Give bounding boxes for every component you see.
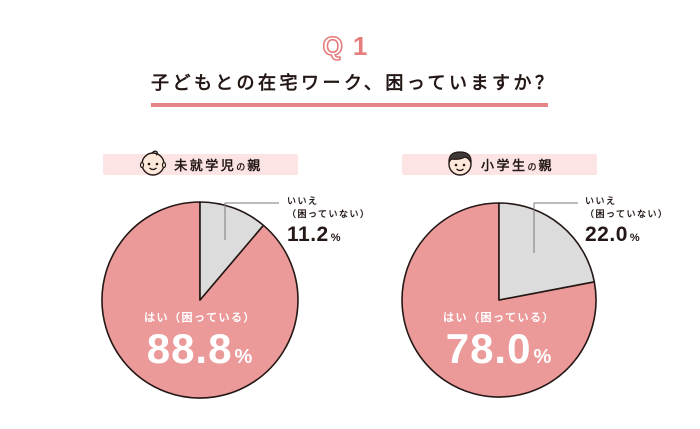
- no-label: いいえ: [287, 197, 319, 207]
- group-label-preschool: 未就学児の親: [103, 150, 298, 176]
- question-number: Q1: [0, 30, 700, 63]
- callout-no-preschool: いいえ （困っていない） 11.2%: [287, 196, 371, 251]
- no-sublabel: （困っていない）: [585, 210, 669, 220]
- group-label-text: 小学生の親: [480, 159, 555, 174]
- child-face-icon: [448, 150, 472, 176]
- yes-label-preschool: はい（困っている） 88.8%: [130, 310, 270, 380]
- question-digit: 1: [352, 31, 378, 61]
- baby-face-icon: [140, 150, 167, 176]
- group-label-text: 未就学児の親: [174, 159, 263, 174]
- question-letter: Q: [322, 30, 353, 62]
- no-sublabel: （困っていない）: [287, 210, 371, 220]
- yes-value: 88.8%: [146, 325, 254, 372]
- pie-preschool: [101, 201, 299, 399]
- callout-no-elementary: いいえ （困っていない） 22.0%: [585, 196, 669, 251]
- yes-label: はい（困っている）: [144, 311, 256, 324]
- yes-value: 78.0%: [445, 325, 553, 372]
- pie-elementary: [401, 202, 597, 398]
- callout-leader-line: [224, 202, 279, 240]
- group-label-elementary: 小学生の親: [402, 150, 597, 176]
- no-label: いいえ: [585, 197, 617, 207]
- callout-leader-line: [533, 202, 578, 253]
- pie-slice-no: [199, 201, 265, 301]
- no-value: 22.0%: [585, 223, 641, 246]
- pie-slice-no: [498, 202, 596, 301]
- yes-label: はい（困っている）: [443, 311, 555, 324]
- title-underline: [151, 103, 548, 107]
- yes-label-elementary: はい（困っている） 78.0%: [429, 310, 569, 380]
- no-value: 11.2%: [287, 223, 341, 246]
- question-title: 子どもとの在宅ワーク、困っていますか？: [151, 73, 557, 94]
